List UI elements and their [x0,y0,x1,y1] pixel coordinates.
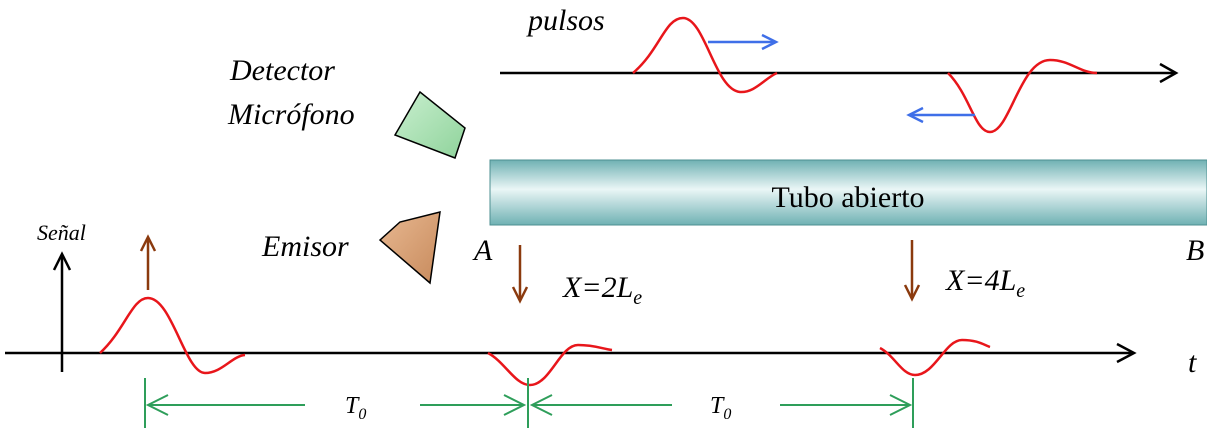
pulse [947,58,1098,134]
tube-label: Tubo abierto [771,181,924,214]
period-markers [144,378,914,428]
signal-axis [52,251,72,372]
detector-icon [393,90,466,159]
time-label: t [1188,346,1197,379]
pulses-label: pulsos [526,4,605,37]
echo-pulse [487,343,613,387]
pulse [632,16,778,94]
arrow-down [511,245,529,304]
signal-pulse [99,296,246,375]
reflection-label: X=4Le [945,264,1025,302]
signal-label: Señal [37,220,86,245]
arrow-right [708,33,779,51]
echo-pulse [879,338,991,377]
reflection-label: X=2Le [562,271,642,309]
detector-label: Micrófono [227,98,355,131]
top-axis [500,62,1179,84]
emitter-label: Emisor [261,230,349,263]
tube [489,159,1207,226]
end-b: B [1186,234,1204,267]
period-label: T0 [345,393,366,423]
arrow-up [139,234,157,290]
arrow-left [906,106,975,124]
arrow-down [903,240,921,302]
end-a: A [472,234,493,267]
detector-label: Detector [229,54,335,87]
emitter-icon [378,211,441,285]
period-label: T0 [710,393,731,423]
time-axis [5,342,1137,364]
